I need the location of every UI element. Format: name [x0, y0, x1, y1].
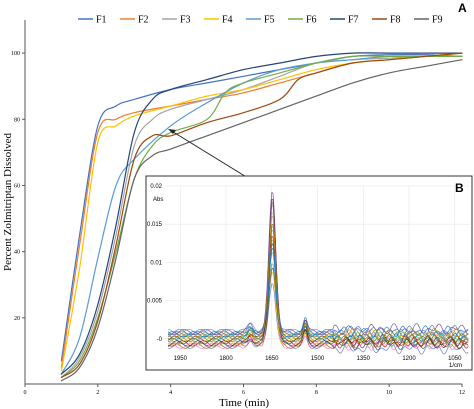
series-line-f3 — [60, 55, 463, 378]
inset-trace — [168, 243, 469, 338]
inset-y-tick-label: 0.01 — [150, 260, 162, 266]
legend-label-f9: F9 — [432, 15, 443, 26]
inset-y-tick-label: 0.005 — [147, 299, 163, 305]
x-tick-label: 6 — [242, 390, 245, 396]
legend-label-f6: F6 — [306, 15, 317, 26]
main-series — [60, 52, 463, 382]
callout-arrow — [168, 129, 249, 179]
inset-ticks: 1950 1800 1650 1500 1350 1200 1050 -0 0.005 0.01 0… — [147, 184, 462, 362]
inset-x-tick-label: 1050 — [448, 356, 462, 362]
legend-label-f1: F1 — [96, 15, 107, 26]
inset-x-tick-label: 1800 — [219, 356, 233, 362]
panel-label-b: B — [455, 181, 464, 195]
inset-trace — [167, 223, 469, 348]
x-axis-label: Time (min) — [219, 397, 269, 409]
legend-label-f7: F7 — [348, 15, 359, 26]
inset-x-tick-label: 1950 — [174, 356, 188, 362]
series-line-f8 — [60, 52, 463, 378]
inset-x-label: 1/cm — [449, 363, 462, 369]
inset-y-tick-label: 0.02 — [150, 184, 162, 190]
x-tick-label: 2 — [96, 390, 99, 396]
inset-x-tick-label: 1350 — [357, 356, 371, 362]
legend-label-f5: F5 — [264, 15, 275, 26]
series-line-f9 — [60, 59, 463, 382]
x-tick-label: 4 — [169, 390, 172, 396]
x-tick-label: 8 — [315, 390, 318, 396]
inset-y-tick-label: 0.015 — [147, 222, 163, 228]
inset-trace — [167, 201, 469, 351]
inset-traces — [167, 192, 469, 355]
inset-trace — [167, 252, 469, 346]
inset-y-tick-label: -0 — [157, 337, 163, 343]
inset-x-tick-label: 1500 — [311, 356, 325, 362]
inset-panel: 1950 1800 1650 1500 1350 1200 1050 -0 0.005 0.01 0… — [145, 175, 473, 371]
y-axis-label: Percent Zolmitriptan Dissolved — [2, 132, 14, 271]
y-tick-label: 100 — [11, 51, 20, 57]
main-ticks: 0 2 4 6 8 10 12 20 40 60 80 100 — [11, 51, 465, 396]
inset-trace — [167, 239, 469, 342]
y-tick-label: 80 — [14, 117, 20, 123]
y-tick-label: 40 — [14, 250, 20, 256]
legend-label-f8: F8 — [390, 15, 401, 26]
series-line-f7 — [60, 52, 463, 375]
inset-x-tick-label: 1200 — [402, 356, 416, 362]
legend-label-f2: F2 — [138, 15, 149, 26]
legend: F1 F2 F3 F4 F5 F6 F7 F8 F9 — [78, 15, 443, 26]
inset-x-tick-label: 1650 — [265, 356, 279, 362]
y-tick-label: 20 — [14, 316, 20, 322]
legend-label-f4: F4 — [222, 15, 233, 26]
x-tick-label: 12 — [459, 390, 465, 396]
x-tick-label: 0 — [24, 390, 27, 396]
series-line-f1 — [60, 53, 463, 362]
inset-trace — [167, 215, 469, 340]
inset-trace — [167, 198, 469, 351]
legend-label-f3: F3 — [180, 15, 191, 26]
inset-trace — [167, 192, 469, 335]
y-tick-label: 60 — [14, 183, 20, 189]
panel-label-a: A — [458, 1, 467, 15]
inset-y-label: Abs — [153, 197, 163, 203]
x-tick-label: 10 — [386, 390, 392, 396]
